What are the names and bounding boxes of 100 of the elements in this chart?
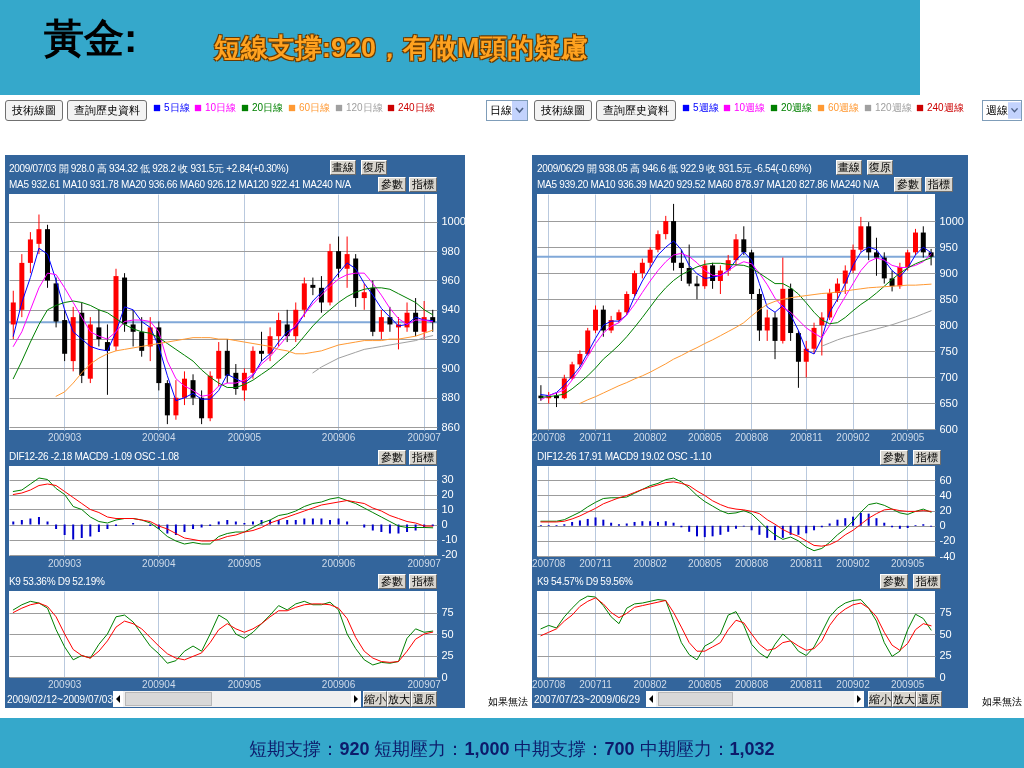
x-tick-label: 200905 <box>227 431 262 443</box>
x-tick-label: 200805 <box>688 557 722 569</box>
y-tick-label: 25 <box>939 649 952 661</box>
y-tick-label: -20 <box>441 548 458 560</box>
x-tick-label: 200711 <box>579 431 613 443</box>
button: 參數 <box>894 177 922 192</box>
x-tick-label: 200811 <box>789 678 823 690</box>
x-tick-label: 200905 <box>227 557 262 569</box>
button: 縮小 <box>868 691 892 707</box>
y-tick-label: 50 <box>441 627 454 640</box>
chart-title: K9 53.36% D9 52.19% <box>9 576 105 588</box>
x-tick-label: 200902 <box>836 678 871 690</box>
x-tick-label: 200906 <box>321 431 356 443</box>
x-tick-label: 200904 <box>142 557 176 569</box>
y-tick-label: 850 <box>939 292 958 305</box>
legend-label: 240日線 <box>398 102 435 113</box>
chart-title: DIF12-26 -2.18 MACD9 -1.09 OSC -1.08 <box>9 451 179 463</box>
x-tick-label: 200903 <box>47 557 82 569</box>
x-tick-label: 200802 <box>633 431 668 443</box>
y-tick-label: 1000 <box>939 214 964 227</box>
x-tick-label: 200902 <box>836 557 871 569</box>
y-tick-label: 940 <box>441 303 460 316</box>
x-tick-label: 200808 <box>734 431 769 443</box>
x-tick-label: 200902 <box>836 431 871 443</box>
legend-label: 120週線 <box>875 102 912 113</box>
y-tick-label: 75 <box>939 606 952 618</box>
button: 縮小 <box>363 691 387 707</box>
legend-label: 60日線 <box>299 102 331 113</box>
x-tick-label: 200904 <box>142 431 176 443</box>
x-tick-label: 200907 <box>407 431 442 443</box>
chart-title: DIF12-26 17.91 MACD9 19.02 OSC -1.10 <box>537 451 712 463</box>
button: 查詢歷史資料 <box>596 100 676 121</box>
y-tick-label: 0 <box>939 519 946 532</box>
y-tick-label: 40 <box>939 489 952 501</box>
text: 如果無法 <box>488 695 529 709</box>
button: 參數 <box>378 450 406 465</box>
legend-label: 240週線 <box>927 102 964 113</box>
button: 指標 <box>409 574 437 589</box>
chart-subtitle: MA5 939.20 MA10 936.39 MA20 929.52 MA60 878.97 MA120 827.86 MA240 N/A <box>537 179 879 191</box>
button: 指標 <box>409 450 437 465</box>
y-tick-label: 900 <box>441 361 460 374</box>
button: 放大 <box>892 691 916 707</box>
x-tick-label: 200907 <box>407 557 442 569</box>
button: 放大 <box>387 691 411 707</box>
legend-label: 5日線 <box>164 102 190 113</box>
x-tick-label: 200903 <box>47 678 82 690</box>
y-tick-label: 0 <box>939 670 946 683</box>
x-tick-label: 200802 <box>633 678 668 690</box>
chart-title: K9 54.57% D9 59.56% <box>537 576 633 588</box>
text: 如果無法 <box>982 695 1023 709</box>
y-tick-label: -40 <box>939 549 956 562</box>
x-tick-label: 200711 <box>579 557 613 569</box>
button: 復原 <box>867 160 893 175</box>
x-tick-label: 200905 <box>891 431 925 443</box>
x-tick-label: 200808 <box>734 678 769 690</box>
button: 復原 <box>361 160 387 175</box>
x-tick-label: 200905 <box>227 678 262 690</box>
legend-label: 120日線 <box>346 102 383 113</box>
chart-title: 2009/07/03 開 928.0 高 934.32 低 928.2 收 931.5元 +2.84(+0.30%) <box>9 163 289 175</box>
button: 指標 <box>409 177 437 192</box>
x-tick-label: 200907 <box>407 678 442 690</box>
button: 參數 <box>378 574 406 589</box>
y-tick-label: 920 <box>441 332 460 345</box>
x-tick-label: 200805 <box>688 678 722 690</box>
button: 技術線圖 <box>534 100 592 121</box>
text: 黃金: <box>44 16 138 60</box>
y-tick-label: 0 <box>441 670 448 683</box>
legend-label: 5週線 <box>693 102 719 113</box>
y-tick-label: 10 <box>441 503 454 515</box>
button: 還原 <box>411 691 437 707</box>
y-tick-label: 1000 <box>441 215 466 228</box>
x-tick-label: 200904 <box>142 678 176 690</box>
button: 查詢歷史資料 <box>67 100 147 121</box>
x-tick-label: 200711 <box>579 678 613 690</box>
x-tick-label: 200905 <box>891 557 925 569</box>
dropdown: 週線 <box>982 100 1022 121</box>
dropdown: 日線 <box>486 100 528 121</box>
legend-label: 10週線 <box>734 102 766 113</box>
button: 指標 <box>925 177 953 192</box>
button: 參數 <box>880 574 908 589</box>
text: 2009/02/12~2009/07/03 <box>7 693 113 706</box>
button: 技術線圖 <box>5 100 63 121</box>
text: 短期支撐：920 短期壓力：1,000 中期支撐：700 中期壓力：1,032 <box>249 738 775 761</box>
y-tick-label: 650 <box>939 396 958 409</box>
y-tick-label: 75 <box>441 606 454 618</box>
x-tick-label: 200708 <box>532 557 566 569</box>
button: 還原 <box>916 691 942 707</box>
button: 指標 <box>913 574 941 589</box>
y-tick-label: 950 <box>939 240 958 253</box>
legend-label: 20日線 <box>252 102 284 113</box>
x-tick-label: 200811 <box>789 557 823 569</box>
button: 畫線 <box>836 160 862 175</box>
y-tick-label: -10 <box>441 533 458 545</box>
legend-label: 60週線 <box>828 102 860 113</box>
y-tick-label: 980 <box>441 244 460 257</box>
x-tick-label: 200708 <box>532 678 566 690</box>
y-tick-label: 20 <box>441 488 454 500</box>
y-tick-label: -20 <box>939 534 956 547</box>
y-tick-label: 880 <box>441 391 460 404</box>
y-tick-label: 30 <box>441 473 454 485</box>
